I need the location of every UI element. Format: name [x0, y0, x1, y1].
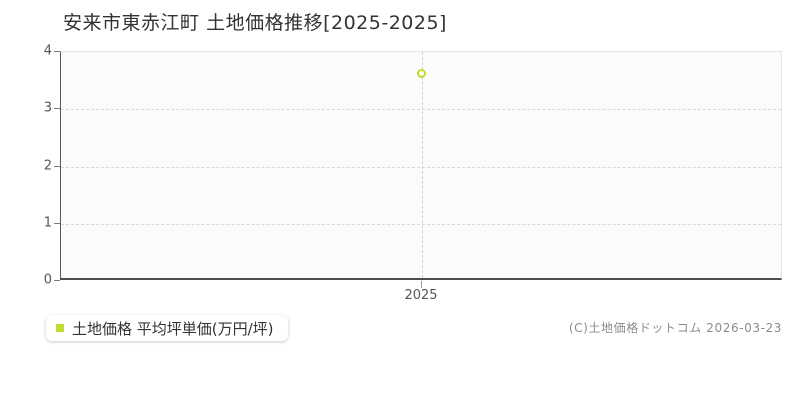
chart-title: 安来市東赤江町 土地価格推移[2025-2025]: [63, 12, 447, 34]
y-tick-label: 0: [43, 272, 52, 288]
y-tick-mark: [54, 108, 60, 110]
y-tick-mark: [54, 165, 60, 167]
legend-label: 土地価格 平均坪単価(万円/坪): [72, 319, 274, 338]
gridline-horizontal: [61, 109, 781, 111]
gridline-horizontal: [61, 223, 781, 225]
x-tick-label: 2025: [404, 288, 438, 303]
y-tick-mark: [54, 280, 60, 281]
y-tick-mark: [54, 51, 60, 52]
y-tick-label: 1: [43, 215, 52, 231]
y-tick-label: 2: [43, 158, 52, 173]
y-tick-label: 3: [43, 100, 52, 116]
legend-swatch-icon: [56, 324, 64, 332]
plot-area: [60, 51, 782, 280]
legend[interactable]: 土地価格 平均坪単価(万円/坪): [46, 315, 288, 341]
y-axis-labels: 0 1 2 3 4: [0, 44, 52, 288]
copyright-credit: (C)土地価格ドットコム 2026-03-23: [568, 321, 782, 335]
gridline-vertical: [422, 52, 423, 278]
y-tick-mark: [54, 222, 60, 224]
x-tick-mark: [421, 281, 422, 288]
y-tick-label: 4: [43, 43, 52, 59]
y-axis-tick-marks: [0, 51, 62, 281]
gridline-horizontal: [61, 166, 781, 168]
x-axis: 2025: [60, 281, 782, 311]
